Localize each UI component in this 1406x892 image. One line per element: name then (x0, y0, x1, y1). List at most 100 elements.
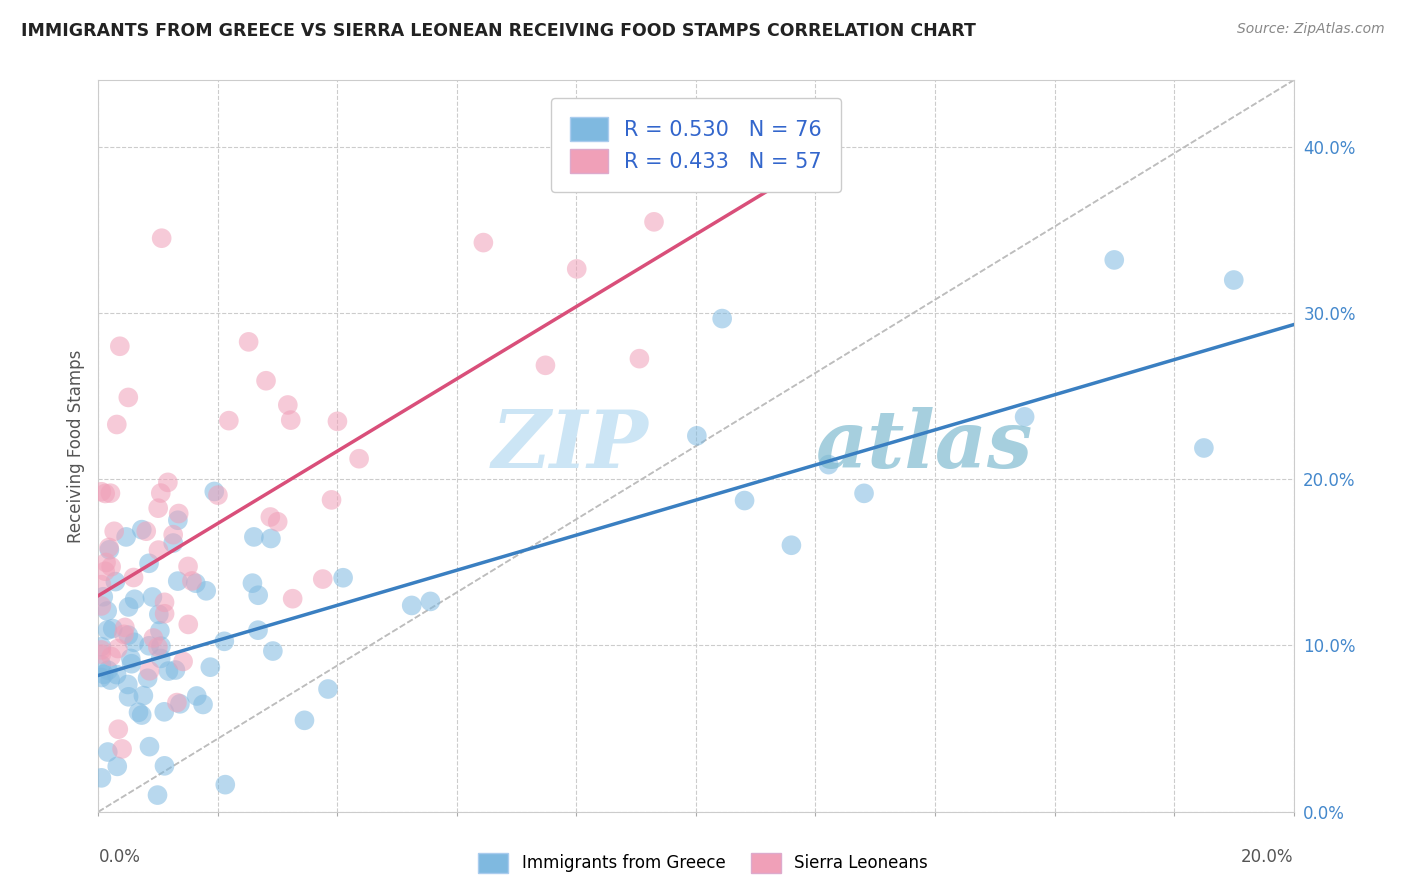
Point (136, 671, 159, 685)
Point (156, 475, 179, 490)
Point (98, 542, 121, 557)
Point (326, 414, 349, 428)
Point (280, 413, 302, 427)
Point (149, 486, 172, 500)
Point (114, 620, 136, 634)
Point (105, 759, 128, 773)
Point (166, 574, 188, 588)
Point (734, 493, 756, 508)
Point (177, 617, 200, 632)
Point (149, 651, 172, 665)
Text: Source: ZipAtlas.com: Source: ZipAtlas.com (1237, 22, 1385, 37)
Point (138, 639, 160, 653)
Point (100, 559, 122, 574)
Point (153, 607, 176, 621)
Point (91, 590, 114, 604)
Point (184, 576, 207, 591)
Point (90, 484, 112, 499)
Point (294, 714, 316, 728)
Point (153, 595, 176, 609)
Point (105, 667, 128, 681)
Point (98, 541, 121, 555)
Point (260, 532, 283, 546)
Point (157, 664, 180, 678)
Point (1014, 409, 1036, 424)
Point (148, 543, 170, 558)
Point (138, 664, 160, 678)
Point (186, 689, 208, 703)
Point (135, 524, 157, 539)
Point (169, 697, 191, 711)
Point (121, 657, 143, 671)
Text: ZIP: ZIP (491, 408, 648, 484)
Point (259, 510, 281, 524)
Point (148, 607, 170, 622)
Point (98, 673, 121, 687)
Point (138, 739, 160, 754)
Point (131, 708, 153, 723)
Point (90, 771, 112, 785)
Point (149, 624, 172, 638)
Point (207, 488, 229, 502)
Point (1223, 273, 1246, 287)
Point (142, 631, 165, 645)
Point (853, 486, 876, 500)
Point (108, 339, 131, 353)
Point (93, 667, 115, 681)
Point (686, 429, 709, 443)
Point (132, 689, 155, 703)
Point (780, 538, 803, 552)
Point (117, 599, 139, 614)
Point (419, 594, 441, 608)
Point (104, 574, 127, 589)
Text: 0.0%: 0.0% (98, 848, 141, 866)
Point (162, 536, 184, 550)
Point (153, 759, 176, 773)
Point (817, 458, 839, 472)
Point (122, 570, 145, 584)
Point (247, 623, 270, 637)
Point (90, 643, 112, 657)
Point (124, 592, 146, 607)
Point (131, 523, 153, 537)
Point (214, 634, 236, 648)
Point (90, 657, 112, 672)
Point (90, 599, 112, 613)
Point (128, 706, 150, 720)
Point (117, 690, 139, 704)
Point (122, 635, 145, 649)
Text: atlas: atlas (815, 408, 1033, 484)
Point (165, 663, 187, 677)
Point (214, 778, 236, 792)
Point (120, 651, 142, 665)
Point (112, 627, 135, 641)
Point (96, 623, 118, 637)
Point (401, 599, 423, 613)
Point (238, 334, 260, 349)
Point (242, 576, 264, 591)
Point (1104, 252, 1126, 267)
Point (166, 696, 188, 710)
Point (141, 590, 163, 604)
Point (347, 451, 370, 466)
Point (97, 745, 120, 759)
Point (149, 639, 172, 653)
Point (117, 677, 139, 691)
Point (191, 698, 214, 712)
Point (100, 649, 122, 664)
Point (218, 414, 240, 428)
Point (281, 591, 304, 606)
Point (321, 492, 343, 507)
Point (181, 574, 204, 588)
Point (565, 261, 588, 276)
Point (200, 660, 222, 674)
Point (162, 527, 184, 541)
Point (94, 564, 117, 578)
Point (1192, 441, 1215, 455)
Point (195, 583, 218, 598)
Point (262, 644, 284, 658)
Point (90, 577, 112, 591)
Point (150, 231, 173, 245)
Point (111, 742, 134, 756)
Point (628, 351, 651, 366)
